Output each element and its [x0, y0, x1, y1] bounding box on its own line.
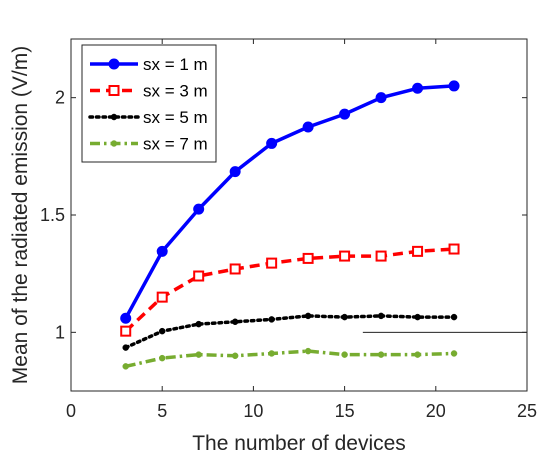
series-line-3 — [123, 314, 456, 350]
x-tick-label: 5 — [157, 401, 167, 421]
series-2-point-2 — [156, 291, 168, 303]
x-tick-label: 20 — [426, 401, 446, 421]
series-layer — [120, 80, 460, 370]
series-4 — [122, 347, 458, 370]
series-1-point-5 — [266, 137, 278, 149]
legend-label: sx = 5 m — [143, 108, 208, 127]
series-2-point-4 — [229, 263, 241, 275]
series-2-point-10 — [448, 243, 460, 255]
series-line-2 — [124, 247, 455, 333]
series-3-point-4 — [231, 318, 239, 326]
legend: sx = 1 m sx = 3 m sx = 5 m sx = 7 m — [81, 44, 217, 163]
series-4-point-4 — [231, 352, 239, 360]
series-4-point-10 — [450, 350, 458, 357]
legend-swatch-marker — [110, 113, 118, 121]
series-2-point-6 — [302, 252, 314, 264]
series-3-point-3 — [195, 320, 202, 328]
legend-item-1: sx = 1 m — [90, 55, 208, 74]
legend-label: sx = 7 m — [143, 135, 208, 154]
series-4-point-6 — [304, 347, 312, 355]
series-4-point-8 — [377, 351, 385, 358]
series-1-point-2 — [156, 245, 168, 257]
series-1-point-10 — [448, 80, 460, 92]
x-tick-label: 15 — [335, 401, 355, 421]
series-1-point-8 — [375, 92, 387, 104]
series-2 — [120, 243, 460, 337]
series-1-point-4 — [229, 166, 241, 178]
series-1-point-1 — [120, 312, 132, 324]
series-1-point-3 — [193, 203, 205, 215]
legend-item-3: sx = 5 m — [88, 108, 208, 127]
series-4-point-5 — [268, 350, 275, 357]
series-3-point-2 — [158, 327, 166, 335]
legend-item-4: sx = 7 m — [90, 135, 208, 154]
y-tick-label: 1 — [55, 322, 65, 342]
series-2-point-7 — [339, 250, 351, 262]
series-4-point-2 — [158, 354, 166, 362]
series-3-point-9 — [414, 313, 421, 321]
series-4-point-7 — [341, 351, 348, 358]
series-line-4 — [125, 349, 455, 369]
y-axis-title: Mean of the radiated emission (V/m) — [9, 46, 32, 384]
series-3-point-6 — [304, 312, 312, 320]
series-line-1 — [124, 84, 455, 320]
y-tick-label: 1.5 — [40, 205, 65, 225]
legend-swatch-marker — [108, 58, 120, 70]
series-2-point-5 — [266, 257, 278, 269]
legend-label: sx = 1 m — [143, 55, 208, 74]
series-1-point-7 — [339, 108, 351, 120]
series-4-point-9 — [414, 351, 421, 358]
x-tick-label: 0 — [66, 401, 76, 421]
legend-swatch-marker — [110, 140, 118, 147]
series-1 — [120, 80, 460, 324]
series-1-point-6 — [302, 121, 314, 133]
series-3 — [122, 312, 458, 351]
legend-swatch-marker — [108, 85, 120, 96]
series-3-point-8 — [377, 312, 385, 320]
x-tick-label: 10 — [243, 401, 263, 421]
series-3-point-5 — [268, 316, 275, 323]
series-4-point-1 — [122, 363, 129, 370]
series-2-point-1 — [120, 325, 132, 337]
series-1-point-9 — [412, 82, 424, 94]
legend-item-2: sx = 3 m — [90, 82, 208, 101]
x-ticks: 0 5 10 15 20 25 — [66, 39, 537, 421]
series-4-point-3 — [195, 351, 202, 358]
series-3-point-1 — [122, 344, 129, 351]
series-2-point-8 — [375, 250, 387, 262]
y-tick-label: 2 — [55, 88, 65, 108]
x-axis-title: The number of devices — [192, 432, 406, 455]
series-3-point-7 — [341, 313, 348, 321]
x-tick-label: 25 — [517, 401, 537, 421]
y-ticks: 11.52 — [40, 88, 527, 342]
series-2-point-3 — [193, 270, 205, 282]
series-2-point-9 — [412, 245, 424, 257]
legend-label: sx = 3 m — [143, 82, 208, 101]
series-3-point-10 — [450, 313, 458, 321]
